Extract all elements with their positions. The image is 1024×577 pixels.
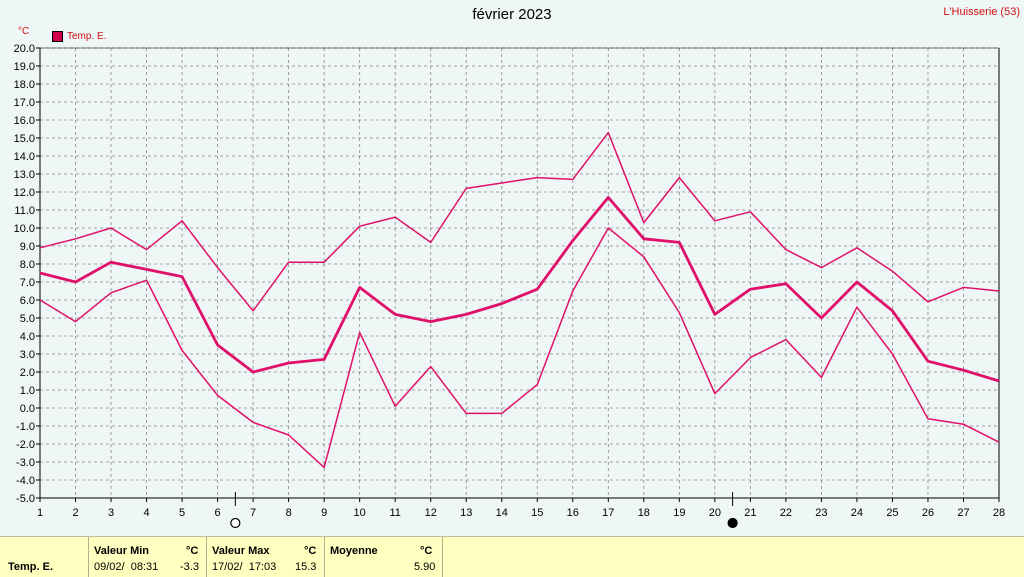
legend: Temp. E. <box>52 31 106 42</box>
summary-divider <box>442 537 443 577</box>
summary-avg-cell: Moyenne °C 5.90 <box>330 537 440 577</box>
x-tick-label: 17 <box>602 507 614 519</box>
station-name: L'Huisserie (53) <box>943 6 1020 18</box>
summary-avg-unit: °C <box>420 545 433 557</box>
y-tick-label: 2.0 <box>20 367 35 379</box>
y-axis-unit: °C <box>18 26 30 37</box>
summary-avg-header: Moyenne <box>330 545 378 557</box>
summary-max-header: Valeur Max <box>212 545 270 557</box>
x-tick-label: 25 <box>886 507 898 519</box>
x-tick-label: 13 <box>460 507 472 519</box>
x-tick-label: 7 <box>250 507 256 519</box>
summary-min-unit: °C <box>186 545 199 557</box>
x-tick-label: 26 <box>922 507 934 519</box>
x-tick-label: 1 <box>37 507 43 519</box>
summary-min-date: 09/02/ 08:31 <box>94 561 159 573</box>
x-tick-label: 18 <box>638 507 650 519</box>
x-tick-label: 11 <box>389 507 400 519</box>
y-tick-label: 6.0 <box>20 295 35 307</box>
plot-area <box>40 48 999 498</box>
y-tick-label: 10.0 <box>14 223 35 235</box>
y-tick-label: 3.0 <box>20 349 35 361</box>
y-tick-label: 14.0 <box>14 151 35 163</box>
y-tick-label: 8.0 <box>20 259 35 271</box>
line-chart: -5.0 -4.0 -3.0 -2.0 -1.0 0.0 1.0 2.0 3.0 4.0 5.0 6.… <box>14 43 1005 529</box>
series-line-mean <box>39 195 1000 383</box>
y-tick-label: 11.0 <box>14 205 35 217</box>
y-tick-label: 19.0 <box>14 61 35 73</box>
summary-row-label: Temp. E. <box>8 561 54 573</box>
x-tick-label: 22 <box>780 507 792 519</box>
x-tick-label: 19 <box>673 507 685 519</box>
y-tick-label: 1.0 <box>20 385 35 397</box>
y-tick-label: -3.0 <box>16 457 35 469</box>
x-tick-label: 9 <box>321 507 327 519</box>
x-tick-label: 6 <box>215 507 221 519</box>
summary-max-cell: Valeur Max °C 17/02/ 17:03 15.3 <box>212 537 322 577</box>
x-tick-label: 2 <box>72 507 78 519</box>
x-tick-label: 12 <box>425 507 437 519</box>
summary-divider <box>88 537 89 577</box>
new-moon-icon <box>727 517 738 529</box>
x-tick-label: 15 <box>531 507 543 519</box>
y-tick-label: 17.0 <box>14 97 35 109</box>
y-tick-label: 9.0 <box>20 241 35 253</box>
y-tick-label: 13.0 <box>14 169 35 181</box>
x-tick-label: 4 <box>143 507 149 519</box>
legend-swatch <box>52 31 63 42</box>
y-tick-label: 5.0 <box>20 313 35 325</box>
x-tick-label: 20 <box>709 507 721 519</box>
series-line-min <box>39 227 1000 469</box>
y-tick-label: 0.0 <box>20 403 35 415</box>
x-tick-label: 27 <box>957 507 969 519</box>
y-tick-label: 4.0 <box>20 331 35 343</box>
summary-avg-value: 5.90 <box>414 561 436 573</box>
x-tick-label: 24 <box>851 507 863 519</box>
y-tick-label: -1.0 <box>16 421 35 433</box>
y-tick-label: 18.0 <box>14 79 35 91</box>
y-tick-label: -2.0 <box>16 439 35 451</box>
x-tick-label: 8 <box>286 507 292 519</box>
y-tick-label: 20.0 <box>14 43 35 55</box>
x-tick-label: 21 <box>744 507 756 519</box>
full-moon-icon <box>230 517 241 529</box>
x-tick-label: 23 <box>815 507 827 519</box>
summary-divider <box>206 537 207 577</box>
chart-title: février 2023 <box>472 6 552 23</box>
x-tick-label: 14 <box>496 507 508 519</box>
y-tick-label: 12.0 <box>14 187 35 199</box>
series-line-max <box>39 131 1000 312</box>
summary-min-cell: Valeur Min °C 09/02/ 08:31 -3.3 <box>94 537 204 577</box>
y-tick-label: -4.0 <box>16 475 35 487</box>
x-tick-label: 10 <box>354 507 366 519</box>
summary-max-unit: °C <box>304 545 317 557</box>
y-tick-label: 15.0 <box>14 133 35 145</box>
summary-max-value: 15.3 <box>295 561 317 573</box>
summary-divider <box>324 537 325 577</box>
summary-max-date: 17/02/ 17:03 <box>212 561 277 573</box>
legend-label: Temp. E. <box>67 31 107 42</box>
x-tick-label: 5 <box>179 507 185 519</box>
x-tick-label: 16 <box>567 507 579 519</box>
x-tick-label: 3 <box>108 507 114 519</box>
summary-min-value: -3.3 <box>180 561 199 573</box>
summary-row-label-cell: Temp. E. <box>8 537 88 577</box>
y-tick-label: 7.0 <box>20 277 35 289</box>
y-tick-label: -5.0 <box>16 493 35 505</box>
summary-table: Temp. E. Valeur Min °C 09/02/ 08:31 -3.3… <box>0 536 1024 577</box>
summary-min-header: Valeur Min <box>94 545 150 557</box>
x-tick-label: 28 <box>993 507 1005 519</box>
y-tick-label: 16.0 <box>14 115 35 127</box>
